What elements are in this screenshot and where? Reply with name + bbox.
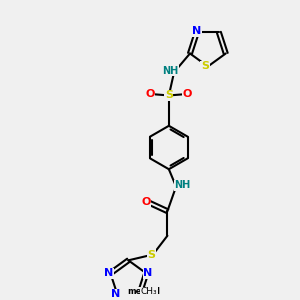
Text: S: S <box>201 61 209 71</box>
Text: N: N <box>192 26 201 36</box>
Text: S: S <box>148 250 155 260</box>
Text: S: S <box>165 90 173 100</box>
Text: methyl: methyl <box>128 287 160 296</box>
Text: N: N <box>143 268 152 278</box>
Text: CH₃: CH₃ <box>140 287 157 296</box>
Text: NH: NH <box>174 180 190 190</box>
Text: O: O <box>141 197 150 208</box>
Text: NH: NH <box>163 66 179 76</box>
Text: O: O <box>146 89 155 99</box>
Text: O: O <box>183 89 192 99</box>
Text: N: N <box>104 268 114 278</box>
Text: N: N <box>111 289 121 299</box>
